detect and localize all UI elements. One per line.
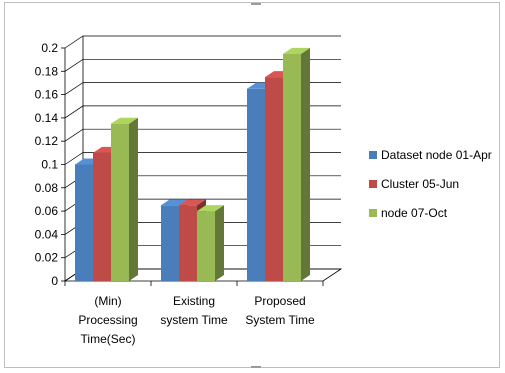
bar-front [283,53,301,282]
x-category-label: Proposed System Time [245,294,315,327]
bar-top [283,47,310,54]
bar-3-3 [283,47,310,282]
y-tick-label: 0.12 [35,134,59,148]
gridline [64,82,341,95]
y-tick-label: 0 [51,274,58,288]
legend-item: Cluster 05-Jun [369,177,459,191]
bar-front [75,164,93,281]
bar-front [179,205,197,281]
y-tick-label: 0.1 [41,158,58,172]
bar-top [197,205,224,212]
bar-top [179,199,206,206]
y-tick-label: 0.04 [35,227,59,241]
legend-item: Dataset node 01-Apr [369,148,492,162]
bar-2-3 [197,205,224,281]
y-tick-label: 0.18 [35,64,59,78]
legend-swatch [369,209,377,217]
y-tick-label: 0.08 [35,181,59,195]
resize-handle-bottom[interactable] [251,366,261,368]
bar-side [215,205,224,281]
y-tick-label: 0.14 [35,111,59,125]
y-tick-label: 0.2 [41,41,58,55]
legend-item: node 07-Oct [369,206,448,220]
bar-side [301,47,310,282]
gridline [64,58,341,72]
y-tick-label: 0.02 [35,251,59,265]
legend-swatch [369,180,377,188]
bar-front [197,211,215,281]
bar-front [265,77,283,281]
y-tick-label: 0.16 [35,88,59,102]
resize-handle-top[interactable] [251,3,261,5]
x-category-label: (Min) Processing Time(Sec) [78,294,137,346]
y-axis-tick-labels: 0 0.02 0.04 0.06 0.08 0.1 0.12 0.14 0.16 0.18 0.2 [35,41,59,288]
legend-label: node 07-Oct [381,206,448,220]
x-axis-category-labels: (Min) Processing Time(Sec) Existing system T… [64,281,324,346]
chart-frame[interactable]: 0 0.02 0.04 0.06 0.08 0.1 0.12 0.14 0.16 0.18 0.2 … [4,2,500,368]
legend-swatch [369,151,377,159]
chart-area: 00.020.040.060.080.10.120.140.160.180.2 … [35,3,492,368]
bar-top [111,117,138,124]
bar-front [93,152,111,281]
legend-label: Dataset node 01-Apr [381,148,492,162]
bars [75,47,310,282]
x-category-label: Existing system Time [160,294,228,327]
bar-front [161,205,179,281]
legend: Dataset node 01-Apr Cluster 05-Jun node 07… [369,148,492,220]
bar-side [129,117,138,281]
y-tick-label: 0.06 [35,204,59,218]
gridline [64,35,341,49]
bar-front [247,88,265,282]
bar-front [111,123,129,281]
legend-label: Cluster 05-Jun [381,177,459,191]
resize-handles[interactable] [251,3,261,368]
bar-1-3 [111,117,138,281]
